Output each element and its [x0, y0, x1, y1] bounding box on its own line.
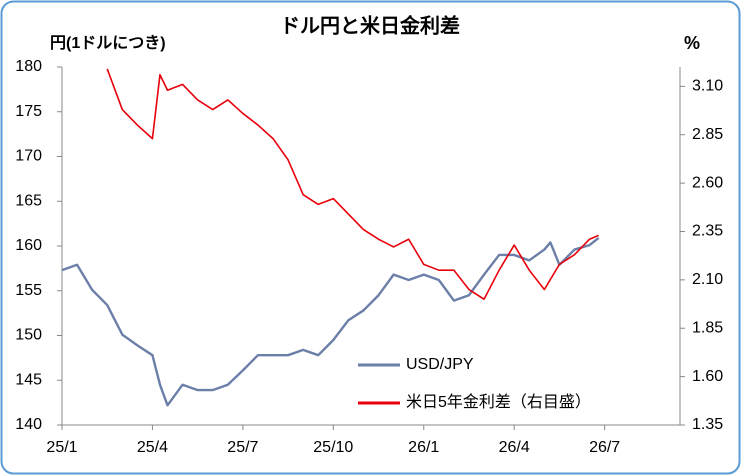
y-tick-label: 160 — [15, 237, 42, 254]
x-tick-label: 26/7 — [589, 439, 620, 456]
y-tick-label: 170 — [15, 148, 42, 165]
y2-axis-label: % — [684, 33, 700, 53]
series-line — [106, 68, 599, 301]
y2-tick-label: 1.35 — [692, 416, 723, 433]
y2-tick-label: 2.85 — [692, 126, 723, 143]
x-tick-label: 25/10 — [313, 439, 353, 456]
chart-title: ドル円と米日金利差 — [280, 13, 460, 37]
y-tick-label: 140 — [15, 416, 42, 433]
x-tick-label: 25/1 — [46, 439, 77, 456]
y2-tick-label: 2.60 — [692, 174, 723, 191]
y2-tick-label: 3.10 — [692, 78, 723, 95]
x-tick-label: 25/4 — [137, 439, 168, 456]
y2-tick-label: 1.85 — [692, 319, 723, 336]
y-tick-label: 175 — [15, 103, 42, 120]
y2-tick-label: 1.60 — [692, 368, 723, 385]
series-line — [61, 237, 600, 407]
legend-label: USD/JPY — [406, 356, 474, 373]
y-axis-label: 円(1ドルにつき) — [50, 34, 166, 52]
y-tick-label: 165 — [15, 192, 42, 209]
y2-tick-label: 2.10 — [692, 271, 723, 288]
x-tick-label: 26/1 — [408, 439, 439, 456]
y2-tick-label: 2.35 — [692, 223, 723, 240]
legend-label: 米日5年金利差（右目盛） — [406, 393, 591, 411]
x-tick-label: 25/7 — [227, 439, 258, 456]
y-tick-label: 145 — [15, 371, 42, 388]
y-tick-label: 155 — [15, 282, 42, 299]
y-tick-label: 150 — [15, 327, 42, 344]
x-tick-label: 26/4 — [499, 439, 530, 456]
y-tick-label: 180 — [15, 58, 42, 75]
